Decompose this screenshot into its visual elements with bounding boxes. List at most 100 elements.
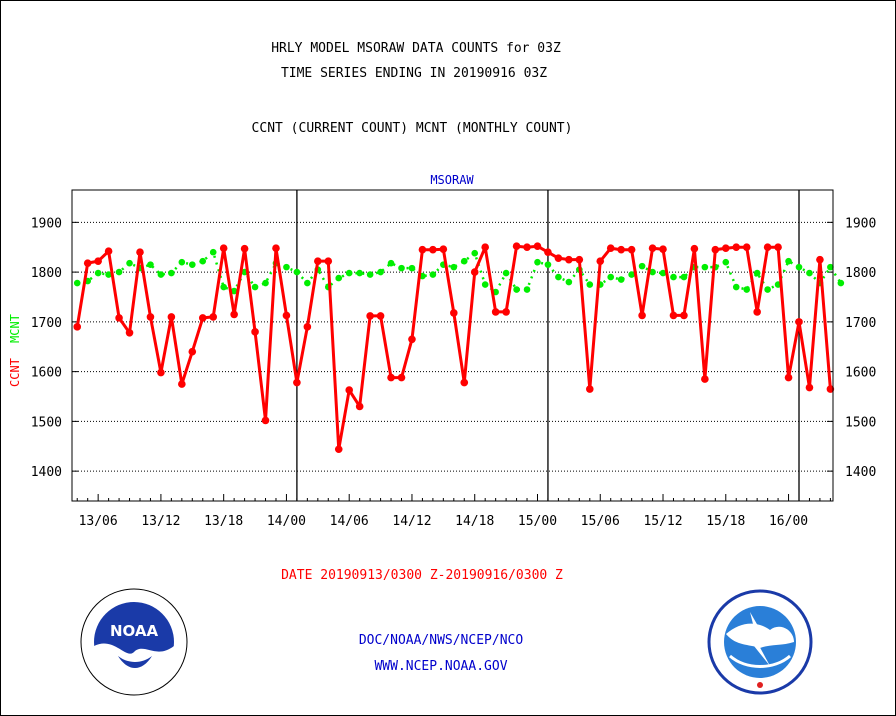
x-tick-label: 13/06: [79, 514, 118, 529]
point-ccnt: [732, 243, 741, 252]
point-mcnt: [366, 271, 374, 278]
point-ccnt: [659, 245, 667, 254]
point-mcnt: [649, 268, 656, 276]
point-mcnt: [199, 257, 207, 265]
point-ccnt: [73, 323, 82, 331]
y-axis-label-ccnt: CCNT: [8, 358, 22, 387]
x-tick-label: 14/18: [455, 514, 494, 529]
point-mcnt: [827, 263, 834, 271]
point-ccnt: [387, 373, 395, 382]
point-mcnt: [670, 273, 677, 281]
point-mcnt: [377, 268, 384, 276]
point-mcnt: [764, 286, 771, 293]
point-mcnt: [680, 273, 688, 281]
point-mcnt: [586, 281, 594, 288]
x-tick-label: 15/12: [643, 514, 682, 529]
point-ccnt: [303, 323, 312, 331]
point-ccnt: [104, 247, 113, 256]
point-ccnt: [408, 335, 416, 344]
point-mcnt: [168, 269, 175, 277]
point-ccnt: [418, 245, 427, 254]
point-ccnt: [397, 373, 406, 382]
point-ccnt: [282, 311, 291, 320]
point-ccnt: [669, 311, 678, 320]
point-mcnt: [115, 268, 123, 276]
point-ccnt: [711, 245, 720, 254]
point-ccnt: [178, 380, 186, 388]
x-tick-label: 13/12: [141, 514, 180, 529]
point-mcnt: [209, 248, 217, 256]
point-ccnt: [125, 329, 134, 337]
y-tick-label-left: 1400: [31, 465, 62, 480]
point-ccnt: [795, 318, 803, 326]
point-mcnt: [565, 278, 573, 286]
point-mcnt: [617, 276, 625, 283]
point-ccnt: [429, 245, 437, 254]
point-mcnt: [188, 261, 196, 268]
point-ccnt: [638, 311, 646, 320]
point-mcnt: [471, 249, 479, 257]
point-mcnt: [523, 286, 531, 293]
point-mcnt: [544, 261, 552, 268]
y-tick-label-right: 1500: [845, 415, 876, 430]
point-ccnt: [575, 255, 584, 264]
point-ccnt: [167, 313, 176, 321]
point-ccnt: [324, 257, 333, 265]
point-ccnt: [512, 242, 521, 251]
point-mcnt: [283, 263, 290, 271]
point-ccnt: [554, 254, 563, 262]
point-mcnt: [157, 271, 165, 278]
chart-title-line1: HRLY MODEL MSORAW DATA COUNTS for 03Z: [271, 41, 561, 56]
series-layer: [73, 242, 845, 454]
point-ccnt: [188, 347, 197, 356]
point-ccnt: [816, 255, 824, 264]
point-ccnt: [648, 244, 657, 253]
point-ccnt: [261, 416, 270, 425]
point-ccnt: [763, 243, 772, 252]
point-mcnt: [262, 279, 269, 287]
tick-layer: 1400 1400 1500 1500 1600 1600 1700 1700 1800 1800…: [31, 216, 877, 529]
point-mcnt: [460, 257, 468, 265]
point-ccnt: [805, 383, 814, 392]
x-tick-label: 15/00: [518, 514, 557, 529]
point-ccnt: [240, 244, 249, 253]
point-ccnt: [606, 244, 615, 253]
noaa-logo-text: NOAA: [110, 622, 159, 640]
point-mcnt: [795, 263, 803, 271]
point-ccnt: [115, 314, 123, 322]
point-ccnt: [690, 244, 699, 253]
point-mcnt: [230, 287, 238, 295]
nws-seal-icon: [707, 589, 813, 695]
point-ccnt: [94, 257, 102, 265]
series-line-ccnt: [75, 244, 832, 451]
point-ccnt: [617, 245, 625, 254]
point-ccnt: [83, 259, 92, 267]
point-mcnt: [293, 268, 301, 276]
grid-layer: [72, 190, 833, 501]
point-mcnt: [659, 269, 667, 277]
y-tick-label-right: 1600: [845, 366, 876, 381]
point-ccnt: [544, 248, 552, 256]
point-ccnt: [345, 386, 354, 394]
point-mcnt: [701, 263, 709, 271]
point-ccnt: [272, 244, 280, 253]
y-tick-label-left: 1600: [31, 366, 62, 381]
y-tick-label-right: 1900: [845, 216, 876, 231]
y-tick-label-left: 1700: [31, 316, 62, 331]
point-mcnt: [481, 281, 489, 288]
point-mcnt: [837, 279, 845, 287]
point-ccnt: [596, 257, 605, 265]
point-ccnt: [784, 373, 793, 382]
point-ccnt: [136, 248, 144, 256]
point-mcnt: [806, 269, 813, 277]
url-line: WWW.NCEP.NOAA.GOV: [374, 659, 507, 674]
point-ccnt: [721, 244, 730, 253]
x-tick-label: 15/06: [581, 514, 620, 529]
point-mcnt: [398, 264, 405, 272]
org-line: DOC/NOAA/NWS/NCEP/NCO: [359, 633, 524, 648]
x-tick-label: 16/00: [769, 514, 808, 529]
point-ccnt: [146, 313, 155, 321]
point-ccnt: [565, 255, 573, 264]
point-mcnt: [356, 269, 363, 277]
point-ccnt: [753, 308, 761, 316]
